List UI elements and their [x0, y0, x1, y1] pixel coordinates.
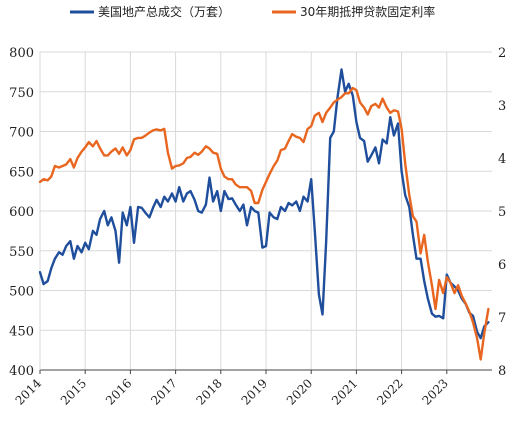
y2-tick-label: 7	[498, 311, 506, 326]
y2-tick-label: 2	[498, 46, 506, 61]
y-tick-label: 450	[9, 324, 34, 339]
y2-tick-label: 6	[498, 258, 506, 273]
grid-lines	[39, 51, 492, 371]
x-tick-label: 2017	[148, 376, 179, 407]
y-tick-label: 700	[9, 126, 34, 141]
x-tick-label: 2021	[329, 376, 360, 407]
x-tick-label: 2018	[193, 376, 224, 407]
x-axis-ticks: 2014 2015 2016 2017 2018 2019 2020 2021 2022 2023	[13, 376, 451, 408]
y-tick-label: 600	[9, 205, 34, 220]
right-y-axis-ticks: 2 3 4 5 6 7 8	[498, 46, 506, 379]
y2-tick-label: 3	[498, 99, 506, 114]
y2-tick-label: 4	[498, 152, 506, 167]
legend-label: 美国地产总成交（万套）	[98, 4, 230, 19]
series-lines	[38, 68, 490, 361]
left-y-axis-ticks: 400 450 500 550 600 650 700 750 800	[9, 46, 34, 379]
x-tick-label: 2016	[103, 376, 134, 407]
series-line-mortgage-rate	[38, 86, 490, 361]
x-tick-label: 2022	[374, 376, 405, 407]
y-tick-label: 500	[9, 285, 34, 300]
y-tick-label: 800	[9, 46, 34, 61]
legend-label: 30年期抵押贷款固定利率	[300, 4, 435, 19]
y-tick-label: 650	[9, 165, 34, 180]
legend: 美国地产总成交（万套） 30年期抵押贷款固定利率	[70, 4, 435, 19]
y-tick-label: 750	[9, 86, 34, 101]
series-line-home-sales	[38, 68, 490, 340]
y-tick-label: 550	[9, 245, 34, 260]
x-tick-label: 2014	[13, 376, 45, 408]
x-tick-label: 2023	[419, 376, 450, 407]
y2-tick-label: 8	[498, 364, 506, 379]
y-tick-label: 400	[9, 364, 34, 379]
x-tick-label: 2019	[239, 376, 270, 407]
x-tick-label: 2020	[284, 376, 315, 407]
axes	[39, 52, 492, 374]
x-tick-label: 2015	[58, 376, 89, 407]
y2-tick-label: 5	[498, 205, 506, 220]
